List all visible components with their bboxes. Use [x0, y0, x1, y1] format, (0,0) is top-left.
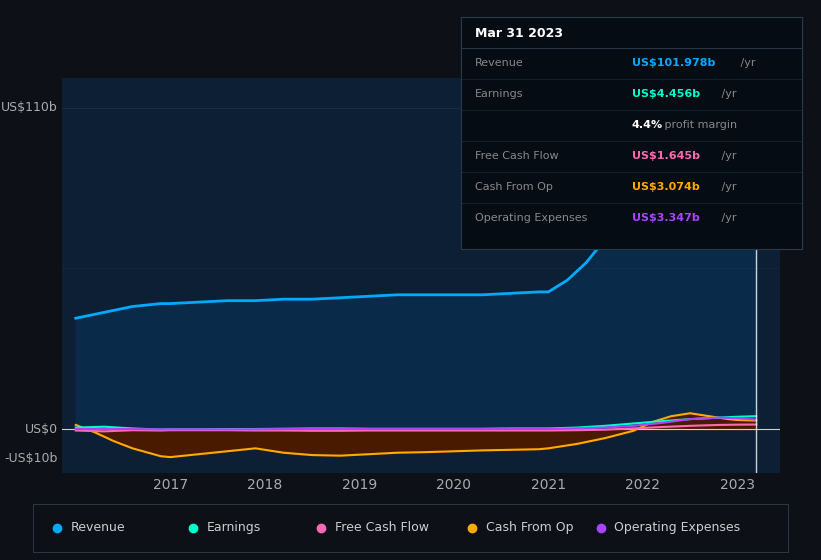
Text: Operating Expenses: Operating Expenses: [475, 213, 587, 223]
Text: US$1.645b: US$1.645b: [632, 151, 699, 161]
Text: Free Cash Flow: Free Cash Flow: [475, 151, 558, 161]
Text: -US$10b: -US$10b: [5, 452, 58, 465]
Text: US$3.347b: US$3.347b: [632, 213, 699, 223]
Text: /yr: /yr: [718, 182, 736, 192]
Text: /yr: /yr: [718, 151, 736, 161]
Text: Revenue: Revenue: [475, 58, 524, 68]
Text: Mar 31 2023: Mar 31 2023: [475, 27, 563, 40]
Text: Earnings: Earnings: [475, 89, 524, 99]
Text: /yr: /yr: [736, 58, 755, 68]
Text: Cash From Op: Cash From Op: [475, 182, 553, 192]
Text: Earnings: Earnings: [207, 521, 261, 534]
Text: /yr: /yr: [718, 213, 736, 223]
Text: US$3.074b: US$3.074b: [632, 182, 699, 192]
Text: Free Cash Flow: Free Cash Flow: [335, 521, 429, 534]
Text: Revenue: Revenue: [71, 521, 126, 534]
Text: profit margin: profit margin: [661, 120, 736, 130]
Text: Cash From Op: Cash From Op: [486, 521, 574, 534]
Text: /yr: /yr: [718, 89, 736, 99]
Text: US$101.978b: US$101.978b: [632, 58, 715, 68]
Text: Operating Expenses: Operating Expenses: [614, 521, 741, 534]
Text: US$0: US$0: [25, 423, 58, 436]
Text: US$110b: US$110b: [2, 101, 58, 114]
Text: US$4.456b: US$4.456b: [632, 89, 699, 99]
Text: 4.4%: 4.4%: [632, 120, 663, 130]
